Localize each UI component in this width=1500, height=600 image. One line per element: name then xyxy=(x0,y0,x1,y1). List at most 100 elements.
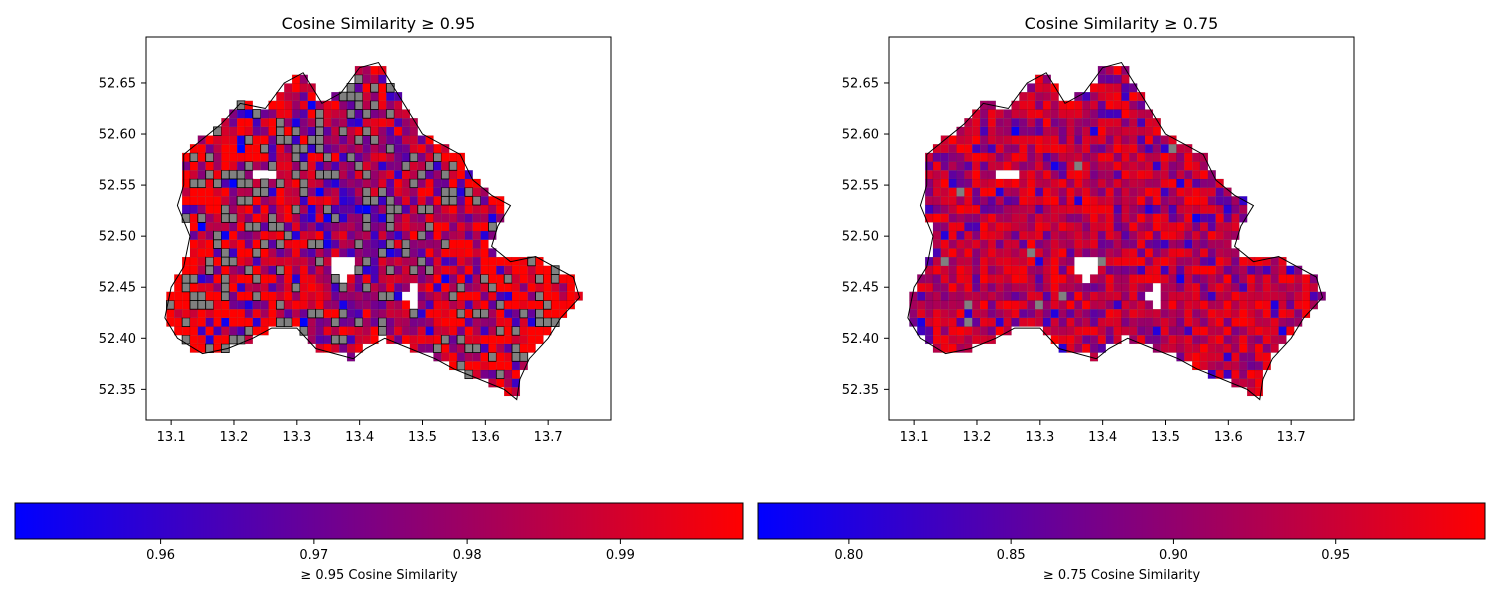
map-region xyxy=(268,256,277,266)
map-region xyxy=(496,256,505,266)
map-region xyxy=(1105,65,1114,75)
map-region xyxy=(433,239,442,249)
map-region xyxy=(1097,213,1106,223)
map-region xyxy=(964,152,973,162)
map-region xyxy=(1042,256,1051,266)
map-region xyxy=(964,170,973,180)
map-region xyxy=(1207,361,1216,371)
map-region xyxy=(299,230,308,240)
map-region xyxy=(1192,196,1201,206)
map-region xyxy=(1231,369,1240,379)
map-region xyxy=(189,256,198,266)
map-region xyxy=(284,161,293,171)
map-region xyxy=(236,161,246,171)
map-region xyxy=(1011,204,1020,214)
map-region xyxy=(1270,300,1279,310)
map-region xyxy=(299,135,308,145)
map-region xyxy=(260,239,269,249)
map-region xyxy=(378,248,387,258)
map-region xyxy=(354,83,363,93)
map-region xyxy=(346,248,356,258)
map-region xyxy=(1034,144,1044,154)
map-region xyxy=(401,126,411,136)
map-region xyxy=(268,126,277,136)
map-region xyxy=(362,291,371,301)
map-region xyxy=(464,326,473,336)
map-region xyxy=(932,170,941,180)
map-region xyxy=(284,170,293,180)
map-region xyxy=(221,196,230,206)
map-region xyxy=(1137,317,1146,327)
map-region xyxy=(924,256,934,266)
map-region xyxy=(495,300,505,310)
map-region xyxy=(488,204,497,214)
map-region xyxy=(1121,152,1130,162)
map-region xyxy=(1019,317,1028,327)
map-region xyxy=(1011,309,1020,319)
map-region xyxy=(1019,196,1028,206)
map-region xyxy=(394,187,403,197)
map-region xyxy=(331,178,340,188)
map-region xyxy=(213,317,222,327)
map-region xyxy=(1034,274,1044,284)
map-region xyxy=(315,187,324,197)
map-region xyxy=(378,309,387,319)
map-region xyxy=(1199,196,1209,206)
map-region xyxy=(339,222,348,232)
map-region xyxy=(1121,100,1130,110)
map-regions xyxy=(164,61,583,401)
map-region xyxy=(1184,326,1193,336)
map-region xyxy=(1066,326,1075,336)
map-region xyxy=(370,291,379,301)
map-region xyxy=(511,291,521,301)
map-region xyxy=(1231,317,1240,327)
map-region xyxy=(189,326,198,336)
map-region xyxy=(1058,109,1067,119)
map-region xyxy=(1176,144,1185,154)
map-region xyxy=(417,169,427,180)
map-region xyxy=(480,204,489,214)
map-region xyxy=(1089,126,1099,136)
map-region xyxy=(1042,178,1051,188)
map-region xyxy=(323,187,332,197)
map-region xyxy=(964,213,973,223)
map-region xyxy=(979,161,989,171)
map-region xyxy=(1042,100,1051,110)
map-region xyxy=(1129,265,1138,275)
map-region xyxy=(449,239,458,249)
map-region xyxy=(972,300,981,310)
map-region xyxy=(181,282,191,293)
map-region xyxy=(1192,204,1201,214)
map-region xyxy=(956,282,965,292)
map-region xyxy=(1168,343,1177,353)
map-region xyxy=(417,239,426,249)
map-region xyxy=(964,204,973,214)
map-region xyxy=(1160,187,1169,197)
map-region xyxy=(252,309,261,319)
map-region xyxy=(1199,309,1209,319)
map-region xyxy=(956,144,965,154)
map-region xyxy=(197,170,206,180)
map-region xyxy=(1121,196,1130,206)
map-region xyxy=(932,300,941,310)
map-region xyxy=(1129,83,1138,93)
map-region xyxy=(1223,187,1232,197)
map-region xyxy=(401,317,411,327)
map-region xyxy=(932,213,941,223)
map-region xyxy=(244,274,253,284)
map-region xyxy=(1050,282,1059,292)
map-region xyxy=(401,161,411,171)
map-region xyxy=(174,309,183,319)
map-region xyxy=(1082,100,1091,110)
map-region xyxy=(1223,213,1232,223)
map-region xyxy=(354,326,363,336)
map-region xyxy=(1011,144,1020,154)
map-region xyxy=(543,291,552,301)
map-region xyxy=(995,274,1004,284)
map-region xyxy=(229,300,238,310)
map-region xyxy=(221,204,230,215)
map-region xyxy=(456,204,466,214)
map-region xyxy=(330,274,340,284)
map-region xyxy=(1121,187,1130,197)
map-region xyxy=(1019,282,1028,292)
